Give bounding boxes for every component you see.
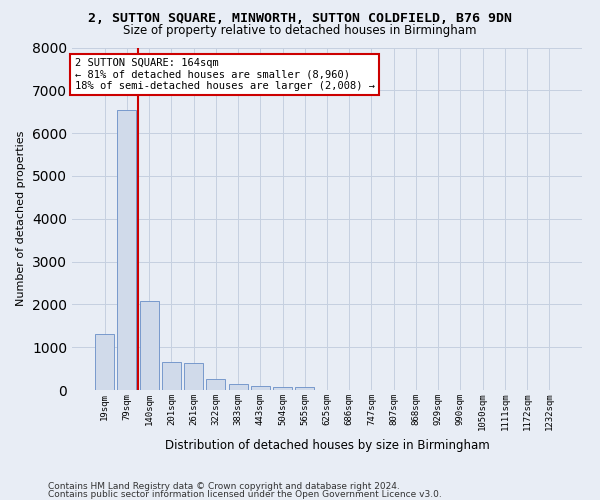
Bar bbox=[184, 362, 203, 390]
Bar bbox=[140, 301, 158, 390]
Bar bbox=[251, 386, 270, 390]
Bar bbox=[118, 110, 136, 390]
Text: Size of property relative to detached houses in Birmingham: Size of property relative to detached ho… bbox=[123, 24, 477, 37]
Bar bbox=[162, 362, 181, 390]
Y-axis label: Number of detached properties: Number of detached properties bbox=[16, 131, 26, 306]
Text: 2, SUTTON SQUARE, MINWORTH, SUTTON COLDFIELD, B76 9DN: 2, SUTTON SQUARE, MINWORTH, SUTTON COLDF… bbox=[88, 12, 512, 26]
Bar bbox=[206, 380, 225, 390]
Bar bbox=[273, 388, 292, 390]
Text: Contains public sector information licensed under the Open Government Licence v3: Contains public sector information licen… bbox=[48, 490, 442, 499]
Bar bbox=[95, 334, 114, 390]
X-axis label: Distribution of detached houses by size in Birmingham: Distribution of detached houses by size … bbox=[164, 438, 490, 452]
Bar bbox=[229, 384, 248, 390]
Text: Contains HM Land Registry data © Crown copyright and database right 2024.: Contains HM Land Registry data © Crown c… bbox=[48, 482, 400, 491]
Bar bbox=[295, 388, 314, 390]
Text: 2 SUTTON SQUARE: 164sqm
← 81% of detached houses are smaller (8,960)
18% of semi: 2 SUTTON SQUARE: 164sqm ← 81% of detache… bbox=[74, 58, 374, 91]
